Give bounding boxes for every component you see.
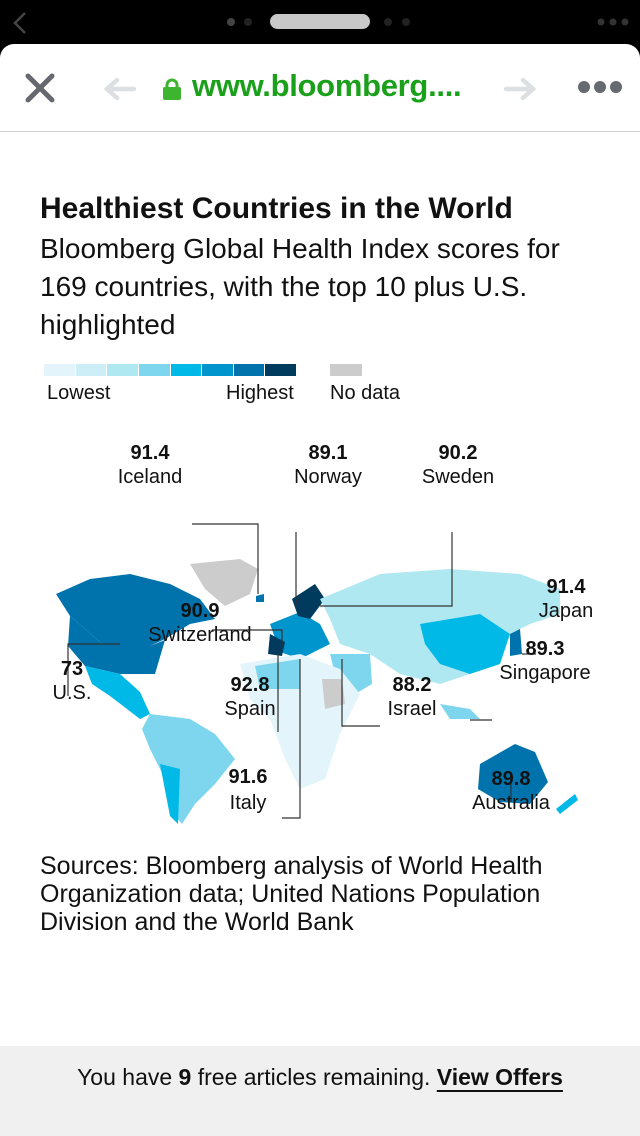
switzerland-score: 90.9	[180, 600, 220, 622]
forward-arrow-icon[interactable]	[502, 76, 538, 102]
israel-label: Israel	[387, 698, 437, 720]
europe	[256, 584, 330, 659]
iceland-score: 91.4	[130, 442, 170, 464]
back-arrow-icon[interactable]	[102, 76, 138, 102]
url-field[interactable]: www.bloomberg....	[192, 68, 462, 103]
lock-icon	[163, 78, 181, 100]
browser-toolbar: www.bloomberg....	[0, 44, 640, 132]
iceland-label: Iceland	[117, 466, 183, 488]
legend-swatch-7	[265, 364, 296, 376]
switzerland-label: Switzerland	[148, 624, 252, 646]
legend-swatch-4	[170, 364, 202, 376]
australia	[478, 744, 578, 814]
legend-swatch-6	[233, 364, 265, 376]
banner-prefix: You have	[77, 1064, 179, 1090]
legend-swatch-1	[75, 364, 107, 376]
chart-title: Healthiest Countries in the World	[40, 192, 513, 225]
view-offers-link[interactable]: View Offers	[436, 1064, 563, 1090]
legend-low-label: Lowest	[47, 382, 111, 404]
italy-label: Italy	[229, 792, 267, 814]
free-article-count: 9	[178, 1064, 192, 1090]
chart-subtitle: Bloomberg Global Health Index scores for…	[40, 233, 560, 340]
close-icon[interactable]	[24, 72, 56, 104]
spain-score: 92.8	[230, 674, 270, 696]
norway-label: Norway	[294, 466, 362, 488]
more-options-icon[interactable]	[576, 80, 624, 94]
sweden-score: 90.2	[438, 442, 478, 464]
legend-swatch-0	[44, 364, 75, 376]
banner-suffix: free articles remaining.	[191, 1064, 437, 1090]
legend-high-label: Highest	[226, 382, 294, 404]
sweden-label: Sweden	[421, 466, 495, 488]
spain-label: Spain	[224, 698, 276, 720]
paywall-banner: You have 9 free articles remaining. View…	[0, 1046, 640, 1136]
australia-label: Australia	[472, 792, 550, 814]
sources-note: Sources: Bloomberg analysis of World Hea…	[40, 852, 543, 936]
australia-score: 89.8	[491, 768, 531, 790]
norway-score: 89.1	[308, 442, 348, 464]
japan-score: 91.4	[546, 576, 586, 598]
leader-lines	[67, 523, 536, 819]
singapore-score: 89.3	[525, 638, 565, 660]
legend-swatch-5	[202, 364, 233, 376]
asia	[320, 569, 560, 719]
legend-nodata-label: No data	[330, 382, 401, 404]
status-bar	[0, 0, 640, 44]
south-america	[142, 714, 235, 824]
singapore-label: Singapore	[499, 662, 591, 684]
more-icon[interactable]	[596, 16, 632, 28]
browser-sheet: www.bloomberg.... Healthiest Countries i…	[0, 44, 640, 1136]
italy-score: 91.6	[228, 766, 268, 788]
us-label: U.S.	[52, 682, 92, 704]
back-chevron-icon[interactable]	[10, 10, 30, 36]
us-score: 73	[60, 658, 84, 680]
north-america	[56, 559, 258, 719]
legend-swatch-3	[138, 364, 170, 376]
legend-color-scale	[44, 364, 296, 376]
legend-nodata-swatch	[330, 364, 362, 376]
legend-swatch-2	[107, 364, 138, 376]
japan-label: Japan	[538, 600, 594, 622]
world-map	[56, 523, 578, 824]
israel-score: 88.2	[392, 674, 432, 696]
page-indicator	[227, 14, 410, 29]
